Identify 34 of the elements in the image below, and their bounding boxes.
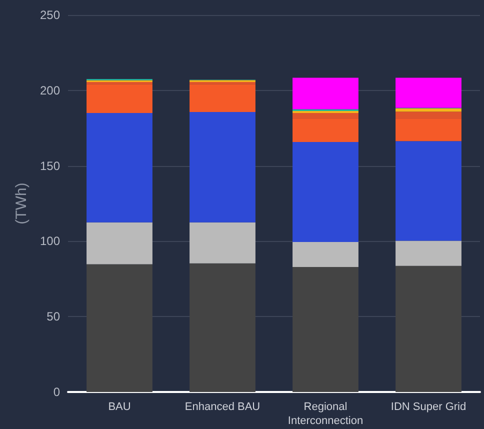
bar [396,108,462,112]
bar [190,112,256,222]
bar [292,113,358,120]
bar [292,119,358,142]
bar [396,119,462,142]
bar [396,240,462,266]
bar [190,82,256,84]
y-tick-label: 150 [40,158,60,173]
x-tick-label: BAU [108,401,131,413]
x-tick-label: IDN Super Grid [390,401,466,413]
x-tick-label: Regional Interconnection [288,401,364,427]
y-tick-label: 0 [53,385,60,399]
bar [292,242,358,267]
bar [190,84,256,112]
y-axis-title: (TWh) [13,182,30,224]
bar [396,141,462,241]
bar [190,222,256,264]
y-tick-label: 50 [46,310,60,324]
x-tick-label: Enhanced BAU [184,401,260,413]
bar [292,78,358,110]
bar [292,266,358,392]
bar [86,84,152,114]
bar [86,82,152,84]
y-tick-label: 100 [40,234,60,248]
bar [86,222,152,264]
y-tick-label: 200 [40,83,60,98]
bar [190,263,256,392]
bar [292,142,358,242]
bar [396,78,462,108]
bar [396,112,462,120]
bar [86,113,152,222]
bar [86,264,152,392]
bar [396,266,462,392]
y-tick-label: 250 [40,8,60,22]
